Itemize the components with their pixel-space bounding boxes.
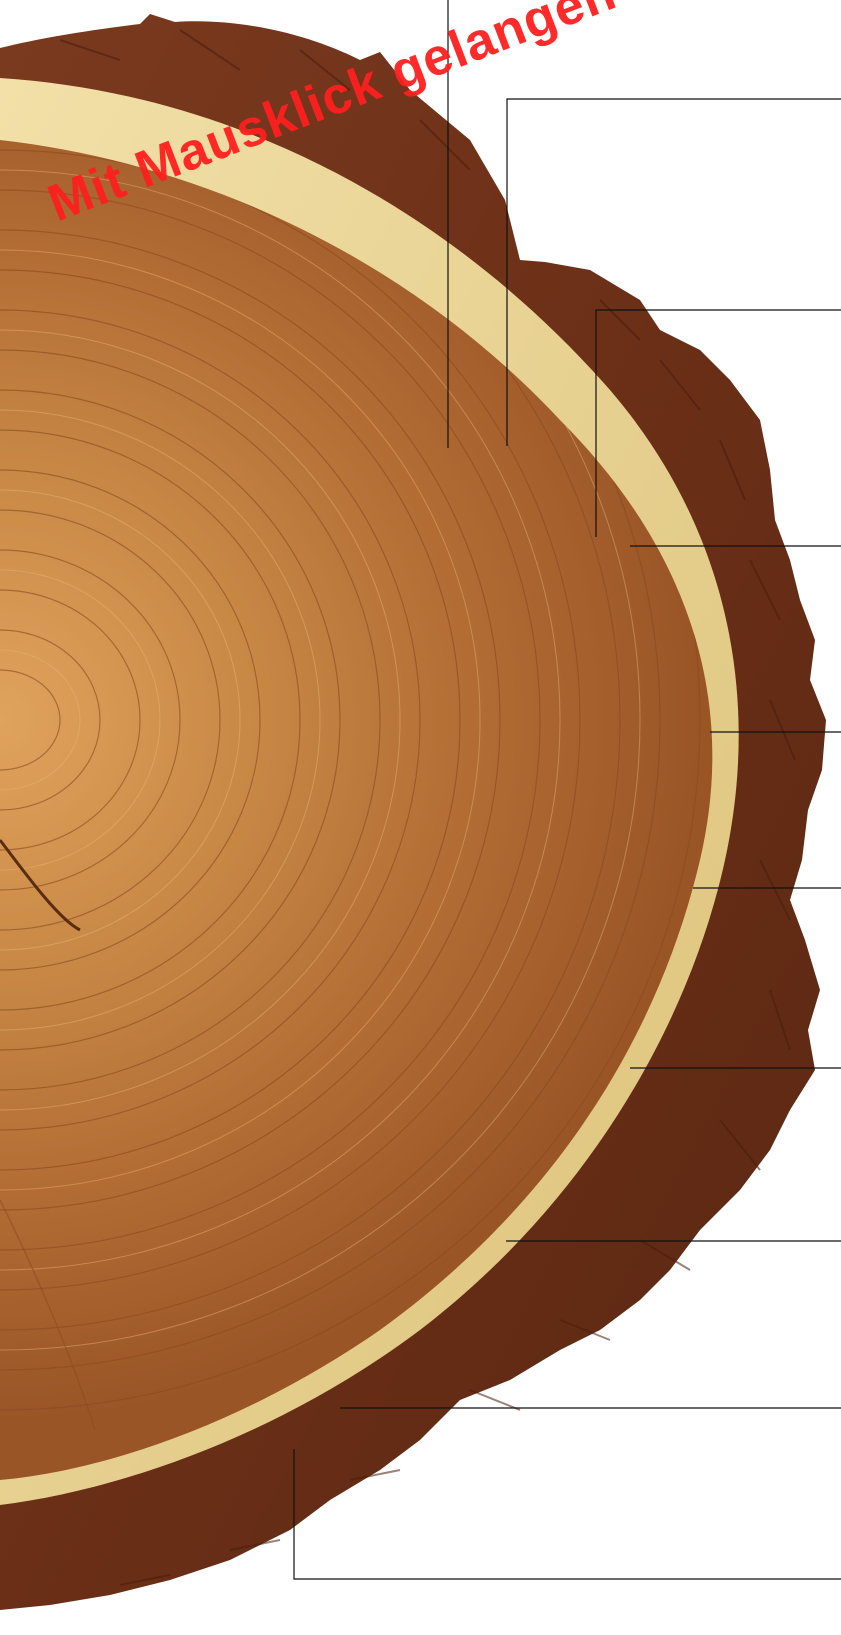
bark-texture bbox=[59, 29, 796, 1586]
leader-line-3 bbox=[595, 309, 841, 537]
heartwood bbox=[0, 140, 713, 1480]
growth-rings bbox=[0, 140, 701, 1411]
leader-line-2 bbox=[506, 98, 841, 446]
pith-crack bbox=[0, 839, 81, 932]
leader-line-10 bbox=[293, 1449, 841, 1580]
